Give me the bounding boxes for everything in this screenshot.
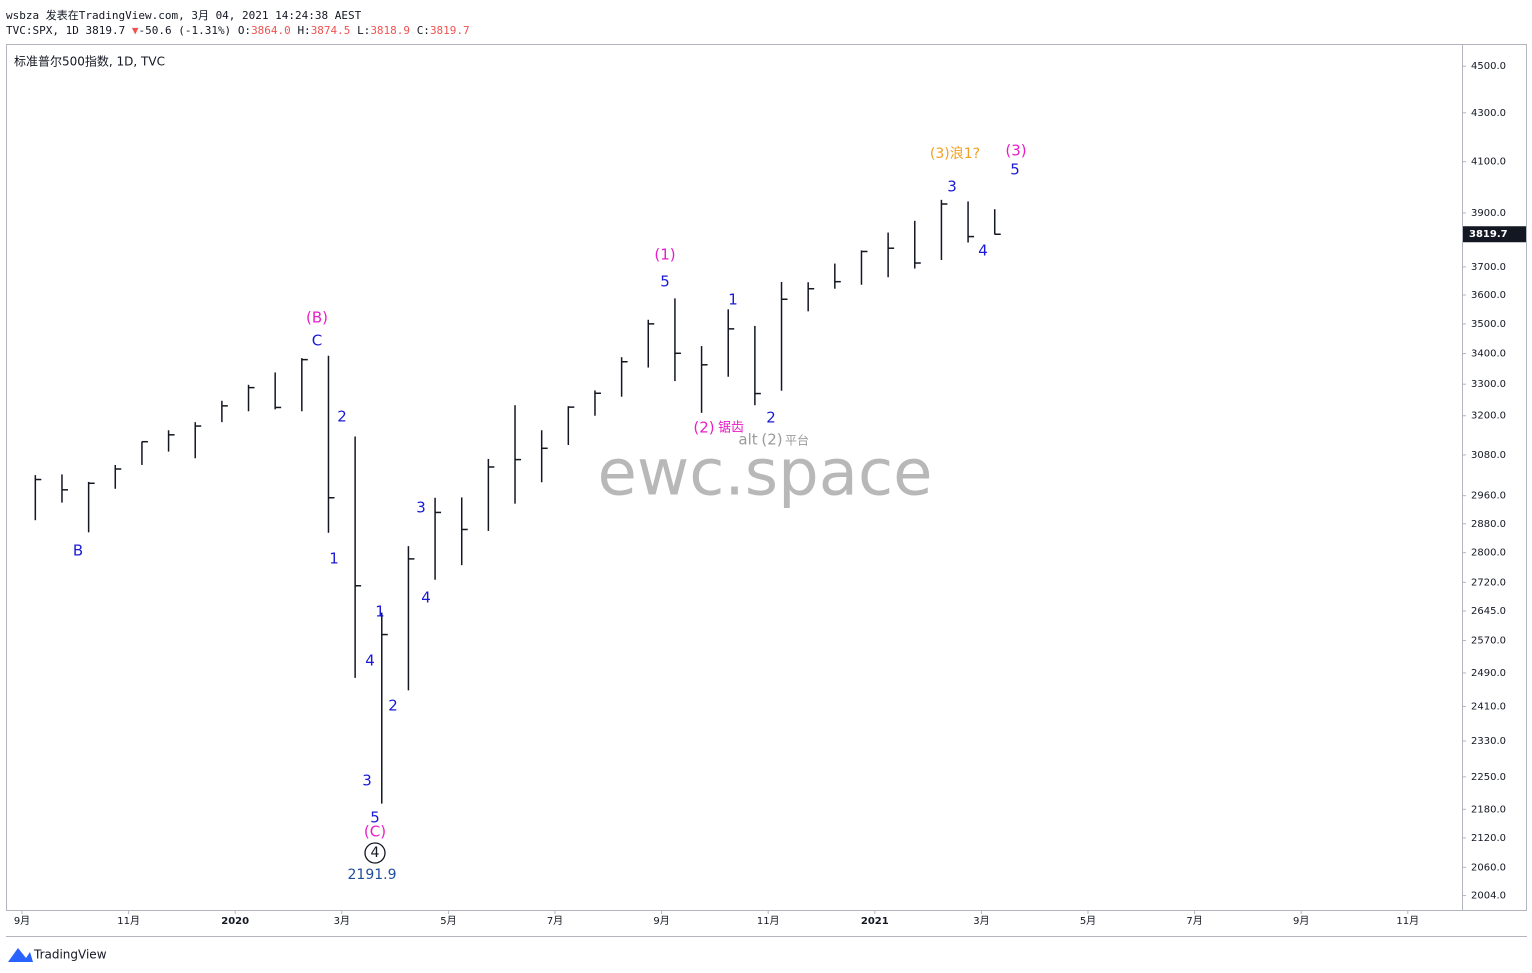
y-tick-label: 2570.0: [1471, 636, 1506, 647]
change: -50.6 (-1.31%): [138, 24, 232, 37]
o-value: 3864.0: [251, 24, 291, 37]
y-tick-label: 2800.0: [1471, 548, 1506, 559]
l-label: L:: [357, 24, 371, 37]
y-tick-label: 2250.0: [1471, 772, 1506, 783]
wave-label: 5: [1010, 161, 1020, 179]
wave-label: B: [73, 542, 83, 560]
y-tick-label: 2960.0: [1471, 491, 1506, 502]
wave-label: 2: [337, 408, 347, 426]
x-tick-label: 2021: [861, 916, 889, 927]
x-tick-label: 9月: [1293, 915, 1309, 927]
wave-label: (3)浪1?: [930, 146, 980, 162]
wave-label: 2: [766, 409, 776, 427]
watermark: ewc.space: [598, 437, 933, 511]
x-tick-label: 5月: [440, 915, 456, 927]
y-tick-label: 4300.0: [1471, 108, 1506, 119]
wave-label: (B): [306, 309, 328, 327]
wave-label: alt: [738, 431, 757, 449]
header-line: wsbza 发表在TradingView.com, 3月 04, 2021 14…: [6, 7, 361, 23]
logo: [8, 948, 33, 962]
wave-label: (1): [654, 246, 675, 264]
wave-label: 锯齿: [718, 421, 744, 436]
arrow: ▼: [131, 24, 139, 37]
y-tick-label: 3400.0: [1471, 349, 1506, 360]
x-tick-label: 11月: [757, 915, 780, 927]
last-price-tag: [1463, 226, 1526, 243]
x-tick-label: 11月: [1396, 915, 1419, 927]
y-tick-label: 2720.0: [1471, 577, 1506, 588]
wave-label: 5: [370, 809, 380, 827]
symbol-line: TVC:SPX, 1D 3819.7 ▼-50.6 (-1.31%) O:386…: [6, 24, 470, 37]
y-tick-label: 3700.0: [1471, 262, 1506, 273]
y-tick-label: 4500.0: [1471, 61, 1506, 72]
o-label: O:: [237, 24, 252, 37]
wave-label: 3: [362, 772, 372, 790]
y-tick-label: 2880.0: [1471, 519, 1506, 530]
y-tick-label: 2330.0: [1471, 736, 1506, 747]
x-tick-label: 7月: [547, 915, 563, 927]
wave-label: (C): [364, 823, 386, 841]
x-tick-label: 11月: [117, 915, 140, 927]
wave-label: (2): [693, 419, 714, 437]
publish-info: wsbza 发表在TradingView.com, 3月 04, 2021 14…: [6, 9, 362, 22]
wave-label: 4: [365, 652, 375, 670]
x-tick-label: 5月: [1080, 915, 1096, 927]
c-label: C:: [416, 24, 430, 37]
x-tick-label: 9月: [14, 915, 30, 927]
wave-label: 4: [421, 589, 431, 607]
wave-label: 5: [660, 273, 670, 291]
y-tick-label: 2410.0: [1471, 701, 1506, 712]
y-tick-label: 2004.0: [1471, 891, 1506, 902]
wave-label: 1: [329, 550, 339, 568]
wave-label: 2191.9: [348, 867, 397, 883]
y-tick-label: 2060.0: [1471, 862, 1506, 873]
y-tick-label: 3900.0: [1471, 208, 1506, 219]
x-tick-label: 9月: [653, 915, 669, 927]
h-value: 3874.5: [310, 24, 351, 37]
wave-label: 4: [978, 242, 988, 260]
wave-label: 1: [375, 603, 385, 621]
x-tick-label: 7月: [1186, 915, 1202, 927]
y-tick-label: 3200.0: [1471, 411, 1506, 422]
y-tick-label: 2490.0: [1471, 668, 1506, 679]
x-tick-label: 2020: [221, 916, 249, 927]
y-tick-label: 3080.0: [1471, 450, 1506, 461]
y-tick-label: 2120.0: [1471, 833, 1506, 844]
y-tick-label: 3500.0: [1471, 319, 1506, 330]
wave-label: 1: [728, 291, 738, 309]
wave-label: (2): [761, 431, 782, 449]
wave-label: (3): [1005, 142, 1026, 160]
y-tick-label: 4100.0: [1471, 157, 1506, 168]
x-tick-label: 3月: [334, 915, 350, 927]
h-label: H:: [297, 24, 311, 37]
y-tick-label: 2180.0: [1471, 804, 1506, 815]
x-tick-label: 3月: [973, 915, 989, 927]
c-value: 3819.7: [429, 24, 470, 37]
wave-label: 3: [416, 499, 426, 517]
wave-circle: [364, 842, 386, 864]
last-price-label: 3819.7: [1469, 229, 1508, 240]
wave-label: 平台: [785, 433, 809, 448]
symbol: TVC:SPX, 1D 3819.7: [6, 24, 126, 37]
l-value: 3818.9: [370, 24, 411, 37]
wave-label: C: [312, 332, 322, 350]
y-tick-label: 2645.0: [1471, 606, 1506, 617]
chart-label: 标准普尔500指数, 1D, TVC: [14, 54, 165, 69]
wave-label: 2: [388, 697, 398, 715]
y-tick-label: 3600.0: [1471, 290, 1506, 301]
footer: TradingView: [33, 948, 107, 962]
wave-label: 4: [371, 845, 380, 861]
price-axis-frame: [1462, 44, 1527, 911]
wave-label: 3: [947, 178, 957, 196]
y-tick-label: 3300.0: [1471, 379, 1506, 390]
